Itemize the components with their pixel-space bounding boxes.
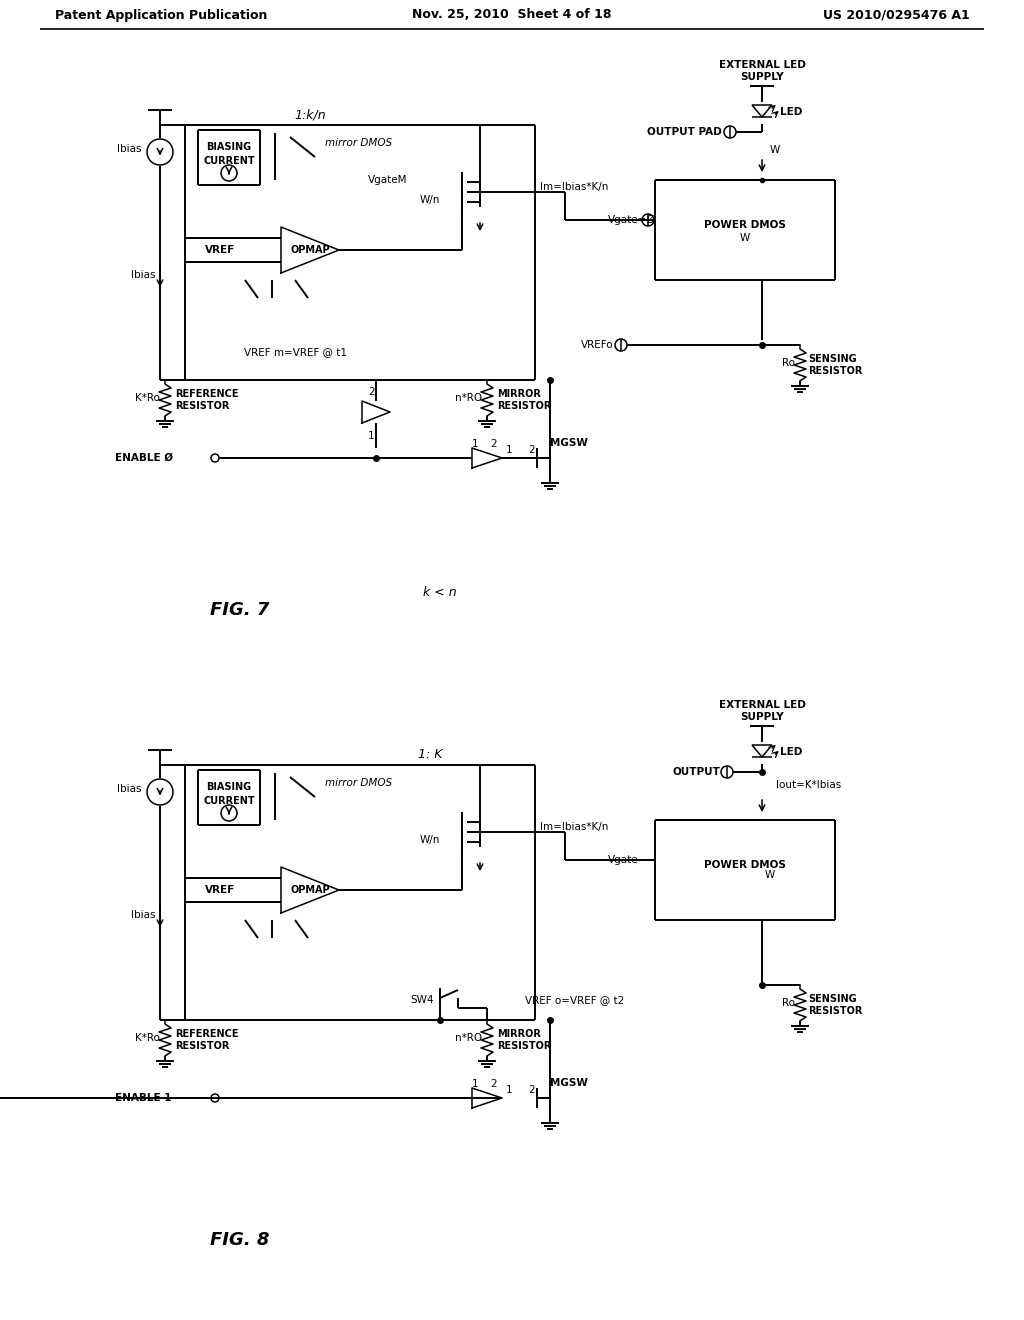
Text: REFERENCE: REFERENCE <box>175 1030 239 1039</box>
Text: EXTERNAL LED: EXTERNAL LED <box>719 700 806 710</box>
Text: OUTPUT PAD: OUTPUT PAD <box>647 127 722 137</box>
Text: LED: LED <box>780 107 803 117</box>
Text: OUTPUT: OUTPUT <box>672 767 720 777</box>
Text: Ibias: Ibias <box>118 144 142 154</box>
Text: BIASING: BIASING <box>207 781 252 792</box>
Text: MGSW: MGSW <box>550 438 588 447</box>
Text: Vgate=Ø: Vgate=Ø <box>608 215 655 226</box>
Text: LED: LED <box>780 747 803 756</box>
Text: W/n: W/n <box>420 195 440 205</box>
Text: US 2010/0295476 A1: US 2010/0295476 A1 <box>823 8 970 21</box>
Text: Im=Ibias*K/n: Im=Ibias*K/n <box>540 822 608 832</box>
Text: VREFo: VREFo <box>582 341 614 350</box>
Text: VREF: VREF <box>205 884 236 895</box>
Text: POWER DMOS: POWER DMOS <box>705 220 786 230</box>
Text: n*RO: n*RO <box>455 393 482 403</box>
Text: VREF m=VREF @ t1: VREF m=VREF @ t1 <box>244 347 346 356</box>
Text: K*Ro: K*Ro <box>135 1034 160 1043</box>
Text: Ibias: Ibias <box>130 271 155 280</box>
Text: CURRENT: CURRENT <box>203 796 255 807</box>
Text: 1: K: 1: K <box>418 748 442 762</box>
Text: 2: 2 <box>490 440 497 449</box>
Text: OPMAP: OPMAP <box>290 246 330 255</box>
Text: W: W <box>765 870 775 880</box>
Text: 1: 1 <box>472 440 478 449</box>
Text: RESISTOR: RESISTOR <box>497 1041 551 1051</box>
Text: Im=Ibias*K/n: Im=Ibias*K/n <box>540 182 608 191</box>
Text: VgateM: VgateM <box>368 176 408 185</box>
Text: 1: 1 <box>506 445 513 455</box>
Text: OPMAP: OPMAP <box>290 884 330 895</box>
Text: RESISTOR: RESISTOR <box>497 401 551 411</box>
Text: SUPPLY: SUPPLY <box>740 711 783 722</box>
Text: SENSING: SENSING <box>808 994 857 1005</box>
Text: 1:k/n: 1:k/n <box>294 108 326 121</box>
Text: MIRROR: MIRROR <box>497 389 541 399</box>
Text: SENSING: SENSING <box>808 354 857 364</box>
Text: REFERENCE: REFERENCE <box>175 389 239 399</box>
Text: Ibias: Ibias <box>130 909 155 920</box>
Text: k < n: k < n <box>423 586 457 598</box>
Text: 1: 1 <box>368 432 375 441</box>
Text: 1: 1 <box>472 1078 478 1089</box>
Text: Ro: Ro <box>782 998 795 1008</box>
Text: MGSW: MGSW <box>550 1078 588 1088</box>
Text: FIG. 7: FIG. 7 <box>210 601 269 619</box>
Text: RESISTOR: RESISTOR <box>808 366 862 376</box>
Text: W: W <box>770 145 780 154</box>
Text: mirror DMOS: mirror DMOS <box>325 777 392 788</box>
Text: SUPPLY: SUPPLY <box>740 73 783 82</box>
Text: ENABLE Ø: ENABLE Ø <box>115 453 173 463</box>
Text: Nov. 25, 2010  Sheet 4 of 18: Nov. 25, 2010 Sheet 4 of 18 <box>413 8 611 21</box>
Text: Vgate: Vgate <box>608 855 639 865</box>
Text: W/n: W/n <box>420 836 440 845</box>
Text: MIRROR: MIRROR <box>497 1030 541 1039</box>
Text: BIASING: BIASING <box>207 143 252 152</box>
Text: RESISTOR: RESISTOR <box>808 1006 862 1016</box>
Text: FIG. 8: FIG. 8 <box>210 1232 269 1249</box>
Text: 2: 2 <box>368 387 375 397</box>
Text: 2: 2 <box>528 445 535 455</box>
Text: 2: 2 <box>490 1078 497 1089</box>
Text: W: W <box>740 234 751 243</box>
Text: CURRENT: CURRENT <box>203 156 255 166</box>
Text: Ro: Ro <box>782 358 795 368</box>
Text: mirror DMOS: mirror DMOS <box>325 139 392 148</box>
Text: n*RO: n*RO <box>455 1034 482 1043</box>
Text: POWER DMOS: POWER DMOS <box>705 861 786 870</box>
Text: 1: 1 <box>506 1085 513 1096</box>
Text: Patent Application Publication: Patent Application Publication <box>55 8 267 21</box>
Text: SW4: SW4 <box>410 995 433 1005</box>
Text: VREF o=VREF @ t2: VREF o=VREF @ t2 <box>525 995 625 1005</box>
Text: RESISTOR: RESISTOR <box>175 401 229 411</box>
Text: VREF: VREF <box>205 246 236 255</box>
Text: EXTERNAL LED: EXTERNAL LED <box>719 59 806 70</box>
Text: 2: 2 <box>528 1085 535 1096</box>
Text: ENABLE 1: ENABLE 1 <box>115 1093 171 1104</box>
Text: RESISTOR: RESISTOR <box>175 1041 229 1051</box>
Text: Ibias: Ibias <box>118 784 142 795</box>
Text: Iout=K*Ibias: Iout=K*Ibias <box>776 780 842 789</box>
Text: K*Ro: K*Ro <box>135 393 160 403</box>
